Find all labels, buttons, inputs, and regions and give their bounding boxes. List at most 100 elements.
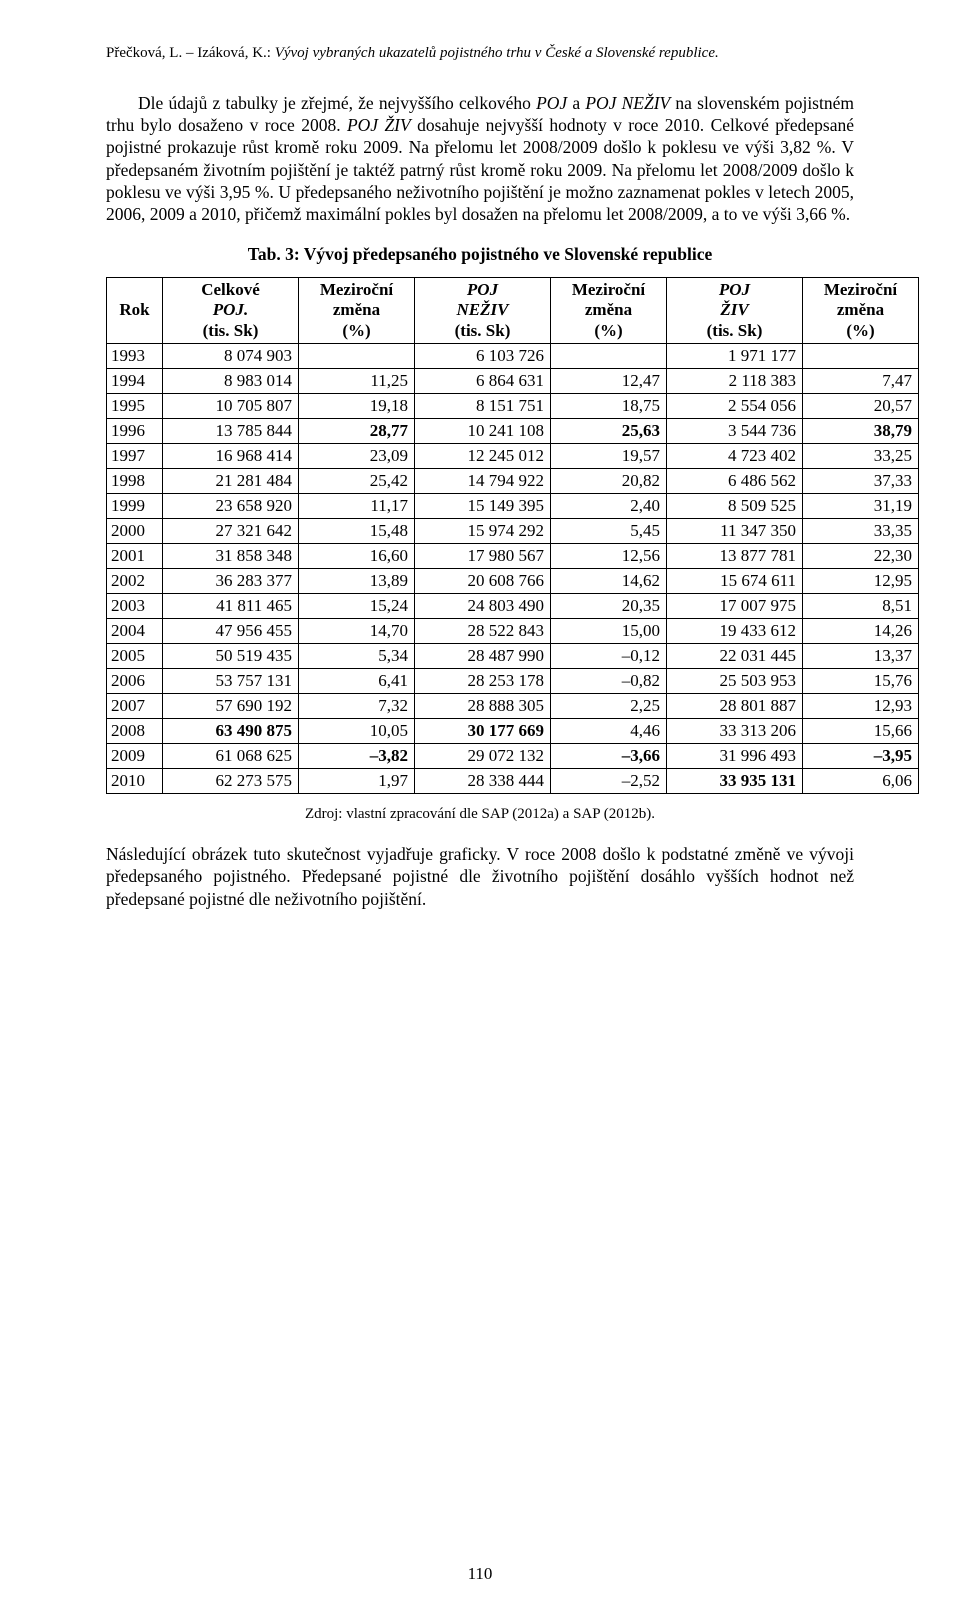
th-mz-line: Meziroční (320, 280, 393, 299)
cell-value: 25 503 953 (667, 669, 803, 694)
cell-value: 10 241 108 (415, 419, 551, 444)
cell-value: 15 674 611 (667, 569, 803, 594)
cell-value: 11 347 350 (667, 519, 803, 544)
cell-value: 13,37 (803, 644, 919, 669)
cell-year: 2008 (107, 719, 163, 744)
cell-year: 1994 (107, 369, 163, 394)
cell-value: 17 007 975 (667, 594, 803, 619)
cell-value: 14,62 (551, 569, 667, 594)
cell-value: 15,00 (551, 619, 667, 644)
table-row: 200653 757 1316,4128 253 178–0,8225 503 … (107, 669, 919, 694)
cell-year: 2007 (107, 694, 163, 719)
cell-value: 8 983 014 (163, 369, 299, 394)
th-ziv-l3: (tis. Sk) (707, 321, 763, 340)
cell-value: 18,75 (551, 394, 667, 419)
cell-value: 10,05 (299, 719, 415, 744)
text-run: Dle údajů z tabulky je zřejmé, že nejvyš… (138, 93, 536, 113)
cell-year: 2006 (107, 669, 163, 694)
table-row: 19938 074 9036 103 7261 971 177 (107, 344, 919, 369)
cell-value: 29 072 132 (415, 744, 551, 769)
cell-year: 1999 (107, 494, 163, 519)
table-header: Rok Celkové POJ. (tis. Sk) Meziročnízměn… (107, 277, 919, 343)
cell-year: 1996 (107, 419, 163, 444)
table-row: 199716 968 41423,0912 245 01219,574 723 … (107, 444, 919, 469)
cell-value: 24 803 490 (415, 594, 551, 619)
cell-value: 12,56 (551, 544, 667, 569)
th-mz-2: Meziročnízměna(%) (551, 277, 667, 343)
cell-value: 23,09 (299, 444, 415, 469)
cell-value: –0,82 (551, 669, 667, 694)
cell-year: 2003 (107, 594, 163, 619)
cell-value: 19,18 (299, 394, 415, 419)
cell-value: 33,35 (803, 519, 919, 544)
cell-value: 16,60 (299, 544, 415, 569)
th-mz-1: Meziročnízměna(%) (299, 277, 415, 343)
cell-value: 2 118 383 (667, 369, 803, 394)
cell-value: 6 864 631 (415, 369, 551, 394)
cell-value: 47 956 455 (163, 619, 299, 644)
th-celkove: Celkové POJ. (tis. Sk) (163, 277, 299, 343)
cell-value: 25,42 (299, 469, 415, 494)
th-mz-line: změna (585, 300, 632, 319)
cell-value: 33 313 206 (667, 719, 803, 744)
cell-value: 20,35 (551, 594, 667, 619)
cell-year: 2009 (107, 744, 163, 769)
cell-value: 12,93 (803, 694, 919, 719)
cell-value: 36 283 377 (163, 569, 299, 594)
cell-value: 28 338 444 (415, 769, 551, 794)
cell-value: 17 980 567 (415, 544, 551, 569)
cell-value: 4 723 402 (667, 444, 803, 469)
cell-value: 15,76 (803, 669, 919, 694)
cell-year: 2001 (107, 544, 163, 569)
cell-value: 50 519 435 (163, 644, 299, 669)
cell-value: 12,47 (551, 369, 667, 394)
cell-value: 62 273 575 (163, 769, 299, 794)
table-row: 200757 690 1927,3228 888 3052,2528 801 8… (107, 694, 919, 719)
cell-value: 19,57 (551, 444, 667, 469)
data-table: Rok Celkové POJ. (tis. Sk) Meziročnízměn… (106, 277, 919, 794)
cell-value: 22 031 445 (667, 644, 803, 669)
cell-value: 15 149 395 (415, 494, 551, 519)
cell-value: 6 103 726 (415, 344, 551, 369)
th-celkove-l2: POJ. (213, 300, 248, 319)
cell-value: 10 705 807 (163, 394, 299, 419)
table-row: 200447 956 45514,7028 522 84315,0019 433… (107, 619, 919, 644)
th-mz-3: Meziročnízměna(%) (803, 277, 919, 343)
table-row: 200131 858 34816,6017 980 56712,5613 877… (107, 544, 919, 569)
cell-value: 28 888 305 (415, 694, 551, 719)
th-ziv: POJ ŽIV (tis. Sk) (667, 277, 803, 343)
cell-value: 20,82 (551, 469, 667, 494)
th-ziv-l2: ŽIV (720, 300, 748, 319)
th-mz-line: změna (333, 300, 380, 319)
cell-value: 30 177 669 (415, 719, 551, 744)
table-row: 19948 983 01411,256 864 63112,472 118 38… (107, 369, 919, 394)
cell-value: 27 321 642 (163, 519, 299, 544)
table-title: Tab. 3: Vývoj předepsaného pojistného ve… (106, 244, 854, 265)
cell-value: 28 522 843 (415, 619, 551, 644)
table-row: 200027 321 64215,4815 974 2925,4511 347 … (107, 519, 919, 544)
table-row: 199821 281 48425,4214 794 92220,826 486 … (107, 469, 919, 494)
table-row: 199613 785 84428,7710 241 10825,633 544 … (107, 419, 919, 444)
cell-value: 28,77 (299, 419, 415, 444)
cell-value: –2,52 (551, 769, 667, 794)
cell-value: 15,48 (299, 519, 415, 544)
cell-value: 12,95 (803, 569, 919, 594)
cell-year: 2005 (107, 644, 163, 669)
th-mz-line: Meziroční (572, 280, 645, 299)
cell-value (551, 344, 667, 369)
th-mz-line: (%) (846, 321, 874, 340)
cell-year: 1998 (107, 469, 163, 494)
cell-value: 12 245 012 (415, 444, 551, 469)
cell-value: –3,82 (299, 744, 415, 769)
cell-value: 2,25 (551, 694, 667, 719)
cell-value: 11,25 (299, 369, 415, 394)
cell-value: 8,51 (803, 594, 919, 619)
cell-value: 13 785 844 (163, 419, 299, 444)
cell-value: 7,32 (299, 694, 415, 719)
cell-year: 2010 (107, 769, 163, 794)
th-mz-line: Meziroční (824, 280, 897, 299)
cell-year: 2004 (107, 619, 163, 644)
cell-value: 41 811 465 (163, 594, 299, 619)
text-run: a (567, 93, 585, 113)
th-neziv-l3: (tis. Sk) (455, 321, 511, 340)
